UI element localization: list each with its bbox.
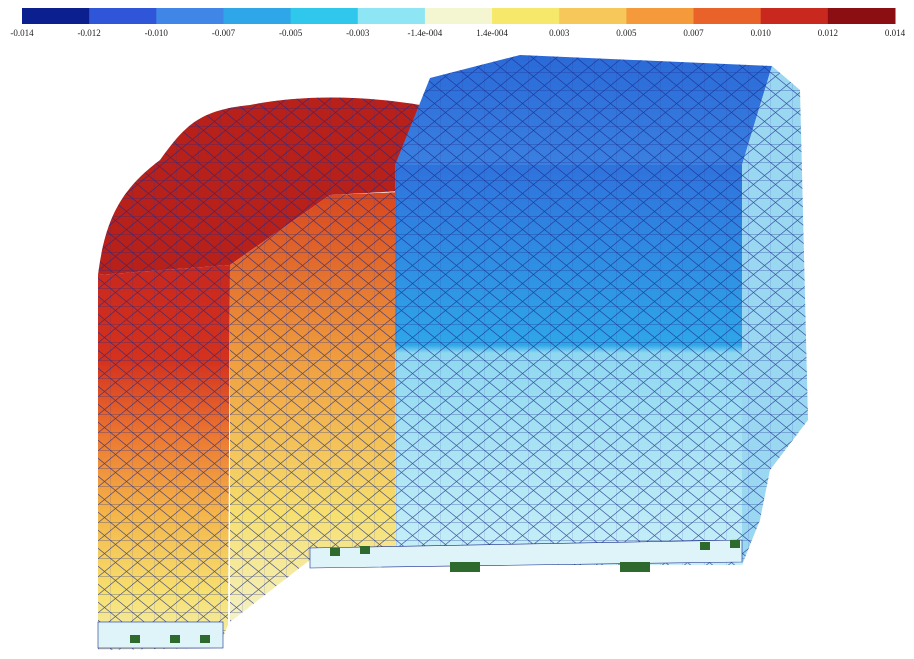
right-mesh	[395, 165, 742, 565]
legend-label: -0.003	[346, 28, 370, 38]
legend-swatch	[156, 8, 224, 24]
legend-swatch	[492, 8, 560, 24]
right-roof-mesh	[395, 55, 772, 165]
legend-label: -1.4e-004	[408, 28, 443, 38]
model	[98, 55, 808, 650]
legend-label: 0.003	[549, 28, 570, 38]
contour-view: -0.014 -0.012 -0.010 -0.007 -0.005 -0.003 -1.4…	[0, 0, 914, 659]
legend-swatch	[89, 8, 157, 24]
legend-label: -0.007	[212, 28, 236, 38]
legend-label: -0.014	[10, 28, 34, 38]
legend-label: 0.005	[616, 28, 637, 38]
right-side-mesh	[742, 66, 808, 565]
legend-label: 0.014	[885, 28, 906, 38]
legend-label: -0.010	[145, 28, 169, 38]
legend-swatch	[358, 8, 426, 24]
legend-swatch	[559, 8, 627, 24]
legend-label: 1.4e-004	[476, 28, 508, 38]
legend-swatch	[761, 8, 829, 24]
legend-label: 0.010	[751, 28, 772, 38]
legend-swatch	[291, 8, 359, 24]
legend-label: 0.012	[818, 28, 838, 38]
legend-swatch	[22, 8, 90, 24]
legend-swatch	[694, 8, 762, 24]
legend-swatch	[223, 8, 291, 24]
legend-swatch	[828, 8, 896, 24]
color-legend: -0.014 -0.012 -0.010 -0.007 -0.005 -0.003 -1.4…	[10, 8, 905, 38]
legend-label: 0.007	[683, 28, 704, 38]
legend-label: -0.012	[78, 28, 101, 38]
left-mesh	[98, 265, 230, 650]
legend-label: -0.005	[279, 28, 303, 38]
legend-swatch	[626, 8, 694, 24]
legend-swatch	[425, 8, 493, 24]
page: -0.014 -0.012 -0.010 -0.007 -0.005 -0.003 -1.4…	[0, 0, 914, 659]
